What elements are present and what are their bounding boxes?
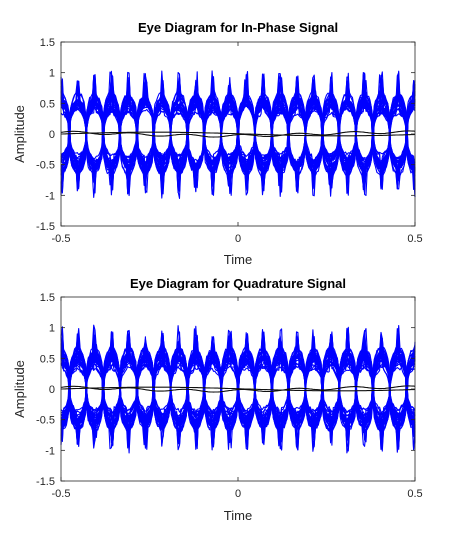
quadrature-y-tick-label: -0.5 xyxy=(36,415,55,427)
quadrature-y-tick-label: 0.5 xyxy=(40,353,55,365)
inphase-x-tick-label: -0.5 xyxy=(52,233,71,245)
inphase-x-tick-label: 0.5 xyxy=(407,233,422,245)
inphase-eye-trace-59 xyxy=(60,73,416,193)
quadrature-y-tick-label: -1 xyxy=(45,445,55,457)
inphase-chart-title: Eye Diagram for In-Phase Signal xyxy=(138,20,338,35)
quadrature-x-tick-label: 0.5 xyxy=(407,488,422,500)
inphase-x-tick-label: 0 xyxy=(235,233,241,245)
inphase-y-tick-label: -1.5 xyxy=(36,221,55,233)
inphase-y-tick-label: -0.5 xyxy=(36,160,55,172)
inphase-center-trace-1 xyxy=(60,130,416,138)
inphase-y-tick-label: 1 xyxy=(49,68,55,80)
quadrature-traces xyxy=(60,324,416,454)
inphase-y-tick-label: 0.5 xyxy=(40,98,55,110)
quadrature-y-axis-label: Amplitude xyxy=(12,360,27,418)
inphase-y-tick-label: 0 xyxy=(49,129,55,141)
quadrature-x-axis-label: Time xyxy=(224,508,252,523)
quadrature-eye-diagram: Eye Diagram for Quadrature Signal -0.5 0 0… xyxy=(12,276,423,523)
quadrature-chart-title: Eye Diagram for Quadrature Signal xyxy=(130,276,346,291)
quadrature-y-tick-label: 0 xyxy=(49,384,55,396)
quadrature-center-trace-1 xyxy=(60,385,416,393)
quadrature-y-tick-label: 1.5 xyxy=(40,292,55,304)
quadrature-center-trace-0 xyxy=(61,386,416,392)
inphase-y-axis-label: Amplitude xyxy=(12,105,27,163)
inphase-x-axis-label: Time xyxy=(224,252,252,267)
quadrature-x-tick-label: 0 xyxy=(235,488,241,500)
inphase-ticks: -0.5 0 0.5 -1.5 -1 -0.5 0 0.5 1 1.5 xyxy=(36,37,423,245)
inphase-eye-diagram: Eye Diagram for In-Phase Signal -0.5 0 0.5… xyxy=(12,20,423,267)
inphase-y-tick-label: -1 xyxy=(45,190,55,202)
quadrature-x-tick-label: -0.5 xyxy=(52,488,71,500)
quadrature-ticks: -0.5 0 0.5 -1.5 -1 -0.5 0 0.5 1 1.5 xyxy=(36,292,423,500)
quadrature-eye-trace-59 xyxy=(60,327,416,450)
quadrature-y-tick-label: -1.5 xyxy=(36,476,55,488)
inphase-traces xyxy=(60,70,416,199)
inphase-y-tick-label: 1.5 xyxy=(40,37,55,49)
quadrature-y-tick-label: 1 xyxy=(49,323,55,335)
inphase-center-trace-0 xyxy=(61,131,416,137)
